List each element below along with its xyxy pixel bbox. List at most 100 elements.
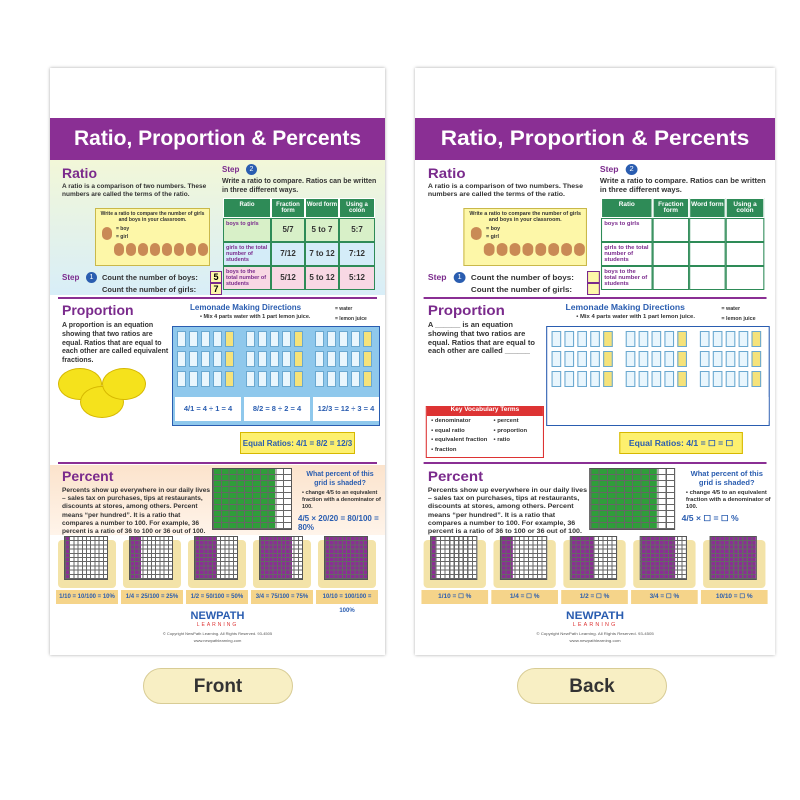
cup-icon xyxy=(258,351,267,367)
equation: 4/5 × 20/20 = 80/100 = 80% xyxy=(298,514,379,532)
cup-icon xyxy=(651,371,662,387)
cup-icon xyxy=(282,371,291,387)
cup-icon xyxy=(225,371,234,387)
cup-icon xyxy=(177,351,186,367)
cup-icon xyxy=(213,371,222,387)
table-cell: 5 to 12 xyxy=(305,266,339,290)
cup-icon xyxy=(699,331,710,347)
cup-icon xyxy=(246,371,255,387)
hint: • change 4/5 to an equivalent fraction w… xyxy=(302,490,381,510)
table-header: Using a colon xyxy=(339,198,375,218)
heading: Percent xyxy=(62,468,114,484)
table-cell xyxy=(689,266,726,290)
heading: Percent xyxy=(427,468,484,484)
cup-icon xyxy=(638,371,649,387)
vocabulary-term: • ratio xyxy=(493,437,511,443)
vocabulary-title: Key Vocabulary Terms xyxy=(426,407,543,416)
step-text: Count the number of boys: xyxy=(470,273,574,282)
caption: Write a ratio to compare the number of g… xyxy=(469,211,581,224)
poster: Ratio, Proportion & Percents Ratio A ratio… xyxy=(50,68,385,655)
cup-icon xyxy=(590,371,600,387)
table-cell: boys to girls xyxy=(223,218,271,242)
example-label: 3/4 = 75/100 = 75% xyxy=(251,590,313,604)
grid xyxy=(212,468,292,530)
logo-subtitle: LEARNING xyxy=(196,622,239,628)
grid xyxy=(259,536,303,580)
step-label: Step xyxy=(62,273,80,282)
face-icon xyxy=(509,243,521,256)
url: www.newpathlearning.com xyxy=(193,638,242,643)
divider xyxy=(58,297,377,299)
poster: Ratio, Proportion & Percents Ratio A ratio… xyxy=(415,68,776,655)
cup-icon xyxy=(577,371,587,387)
cup-icon xyxy=(751,371,762,387)
cup-icon xyxy=(664,371,675,387)
cup-icon xyxy=(177,331,186,347)
example-label: 1/10 = 10/100 = 10% xyxy=(56,590,118,604)
face-icon xyxy=(522,243,534,256)
face-icon xyxy=(102,227,112,240)
logo: NEWPATH xyxy=(190,610,245,622)
grid-lines xyxy=(325,537,367,579)
face-icon xyxy=(114,243,124,256)
example-label: 10/10 = 100/100 = 100% xyxy=(316,590,378,614)
face-icon xyxy=(198,243,208,256)
grid xyxy=(499,536,548,580)
equation: 12/3 = 12 ÷ 3 = 4 xyxy=(313,397,379,421)
cup-icon xyxy=(638,351,649,367)
face-icon xyxy=(150,243,160,256)
example-label: 10/10 = ☐ % xyxy=(700,590,768,604)
logo-subtitle: LEARNING xyxy=(572,622,618,628)
cup-icon xyxy=(738,331,749,347)
cup-icon xyxy=(246,351,255,367)
step-label: Step xyxy=(599,165,619,174)
cup-icon xyxy=(564,371,575,387)
vocabulary-term: • denominator xyxy=(431,418,471,424)
cup-icon xyxy=(270,351,279,367)
cup-icon xyxy=(577,351,587,367)
cup-icon xyxy=(590,331,600,347)
face-icon xyxy=(496,243,508,256)
cup-icon xyxy=(577,331,587,347)
cup-icon xyxy=(664,351,675,367)
face-icon xyxy=(162,243,172,256)
cup-icon xyxy=(725,371,736,387)
equation xyxy=(697,397,769,421)
table-header: Fraction form xyxy=(271,198,305,218)
face-icon xyxy=(561,243,572,256)
face-icon xyxy=(174,243,184,256)
cup-icon xyxy=(725,351,736,367)
example-label: 1/4 = 25/100 = 25% xyxy=(121,590,183,604)
table-header: Ratio xyxy=(600,198,653,218)
cup-icon xyxy=(603,371,613,387)
text: A ratio is a comparison of two numbers. … xyxy=(427,183,583,199)
text: Write a ratio to compare. Ratios can be … xyxy=(222,178,377,194)
example-label: 1/2 = 50/100 = 50% xyxy=(186,590,248,604)
text: Write a ratio to compare. Ratios can be … xyxy=(599,178,766,194)
vocabulary-term: • equal ratio xyxy=(431,427,465,434)
table-cell: boys to girls xyxy=(600,218,653,242)
grid-lines xyxy=(213,469,291,529)
cup-icon xyxy=(677,351,687,367)
table-cell: 5/7 xyxy=(271,218,305,242)
title-bar: Ratio, Proportion & Percents xyxy=(415,118,776,160)
grid xyxy=(430,536,478,580)
step-number: 1 xyxy=(453,272,466,283)
text: A ratio is a comparison of two numbers. … xyxy=(62,183,207,199)
heading: Ratio xyxy=(427,165,466,181)
cup-icon xyxy=(551,371,562,387)
url: www.newpathlearning.com xyxy=(569,638,621,643)
cup-icon xyxy=(201,371,210,387)
lemon-image xyxy=(102,368,146,400)
face-icon xyxy=(574,243,585,256)
table-cell xyxy=(652,218,690,242)
equation xyxy=(549,397,621,421)
directions-text: • Mix 4 parts water with 1 part lemon ju… xyxy=(576,314,695,320)
cup-icon xyxy=(294,351,303,367)
cup-icon xyxy=(282,331,291,347)
copyright: © Copyright NewPath Learning. All Rights… xyxy=(536,631,654,636)
cup-icon xyxy=(351,331,360,347)
cup-icon xyxy=(712,371,723,387)
cup-icon xyxy=(351,351,360,367)
